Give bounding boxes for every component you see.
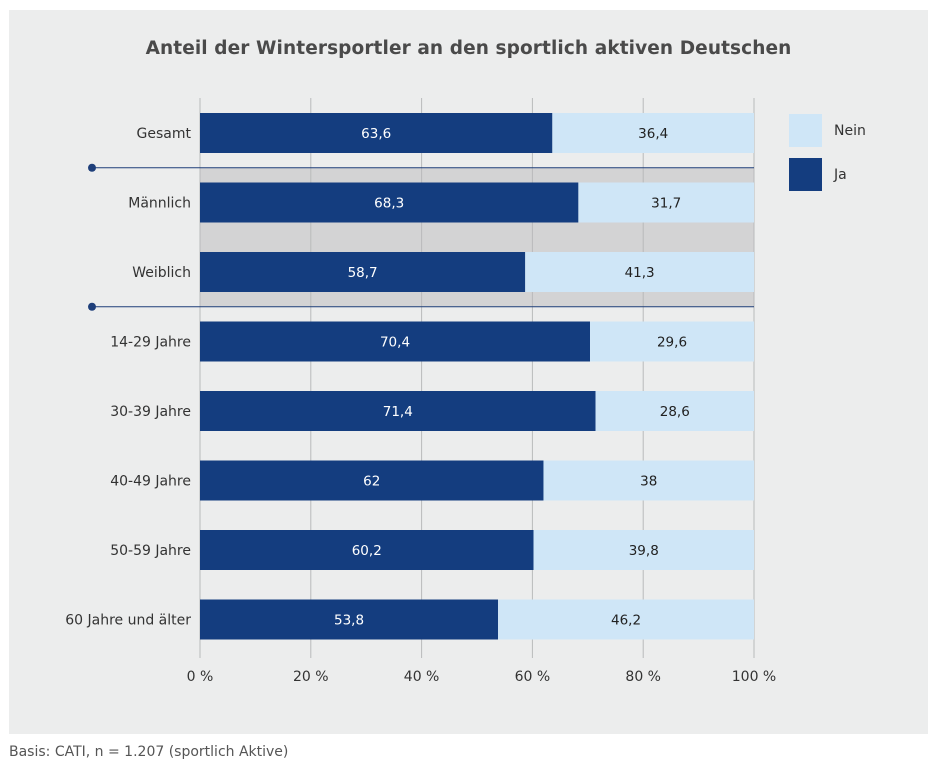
category-label: 60 Jahre und älter xyxy=(65,613,191,629)
data-label-nein: 41,3 xyxy=(625,265,655,281)
category-label: 14-29 Jahre xyxy=(110,335,191,351)
legend-swatch xyxy=(789,114,822,147)
chart-title: Anteil der Wintersportler an den sportli… xyxy=(145,38,792,59)
data-label-nein: 29,6 xyxy=(657,335,687,351)
data-label-nein: 38 xyxy=(640,474,657,490)
category-label: Männlich xyxy=(128,196,191,212)
bar-ja xyxy=(200,252,526,292)
data-label-ja: 62 xyxy=(363,474,380,490)
bar-nein xyxy=(533,530,754,570)
bar-nein xyxy=(525,252,754,292)
x-tick-label: 60 % xyxy=(515,669,551,685)
x-tick-label: 80 % xyxy=(625,669,661,685)
category-label: Gesamt xyxy=(137,126,192,142)
footnote-basis: Basis: CATI, n = 1.207 (sportlich Aktive… xyxy=(9,744,289,760)
x-tick-label: 0 % xyxy=(187,669,214,685)
data-label-nein: 36,4 xyxy=(638,126,668,142)
x-tick-label: 40 % xyxy=(404,669,440,685)
legend-swatch xyxy=(789,158,822,191)
legend-label: Ja xyxy=(833,167,847,183)
bar-nein xyxy=(595,391,754,431)
bar-ja xyxy=(200,321,591,362)
bar-nein xyxy=(590,321,754,362)
data-label-nein: 46,2 xyxy=(611,613,641,629)
separator-dot xyxy=(88,302,96,311)
category-label: 50-59 Jahre xyxy=(110,543,191,559)
bar-nein xyxy=(498,599,754,640)
data-label-nein: 31,7 xyxy=(651,196,681,212)
bar-ja xyxy=(200,182,579,223)
x-tick-label: 100 % xyxy=(732,669,776,685)
bar-nein xyxy=(578,182,754,223)
data-label-ja: 58,7 xyxy=(348,265,378,281)
bar-nein xyxy=(552,113,754,153)
data-label-ja: 70,4 xyxy=(380,335,410,351)
bar-ja xyxy=(200,530,534,570)
data-label-ja: 71,4 xyxy=(383,404,413,420)
bar-ja xyxy=(200,460,544,501)
data-label-nein: 28,6 xyxy=(660,404,690,420)
legend-label: Nein xyxy=(834,123,866,139)
category-label: 30-39 Jahre xyxy=(110,404,191,420)
data-label-ja: 53,8 xyxy=(334,613,364,629)
category-label: Weiblich xyxy=(132,265,191,281)
data-label-ja: 63,6 xyxy=(361,126,391,142)
separator-dot xyxy=(88,163,96,172)
bar-ja xyxy=(200,391,596,431)
bar-ja xyxy=(200,113,553,153)
category-label: 40-49 Jahre xyxy=(110,474,191,490)
data-label-ja: 68,3 xyxy=(374,196,404,212)
bar-ja xyxy=(200,599,499,640)
bar-nein xyxy=(543,460,754,501)
data-label-ja: 60,2 xyxy=(352,543,382,559)
data-label-nein: 39,8 xyxy=(629,543,659,559)
x-tick-label: 20 % xyxy=(293,669,329,685)
